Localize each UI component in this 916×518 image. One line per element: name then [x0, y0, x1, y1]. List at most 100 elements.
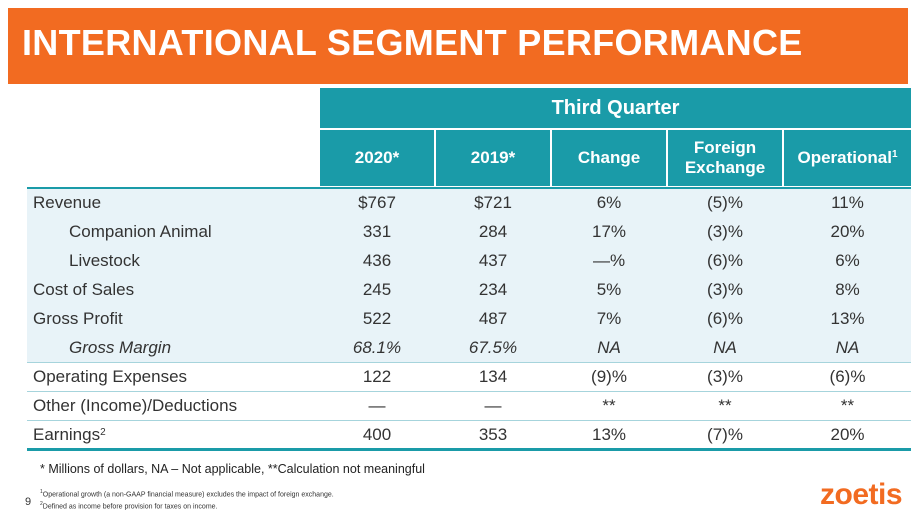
- table-cell: **: [602, 396, 616, 415]
- footnote-2-text: Defined as income before provision for t…: [42, 503, 218, 511]
- table-cell: 400: [362, 425, 392, 444]
- row-divider: [27, 390, 911, 392]
- table-cell: **: [840, 396, 855, 415]
- column-header-label: Foreign Exchange: [684, 138, 766, 177]
- group-header-third-quarter: Third Quarter: [320, 88, 911, 128]
- table-row: Revenue $767 $721 6% (5)% 11%: [27, 188, 911, 217]
- table-row: Cost of Sales 245 234 5% (3)% 8%: [27, 275, 911, 304]
- column-header-1: 2020*: [320, 130, 434, 186]
- table-cell: $767: [358, 193, 396, 212]
- title-banner: INTERNATIONAL SEGMENT PERFORMANCE: [8, 8, 908, 84]
- footnote-2: 2Defined as income before provision for …: [40, 501, 217, 510]
- table-cell: 20%: [830, 222, 865, 241]
- row-label-footnote-marker: 2: [100, 427, 106, 438]
- table-cell: 13%: [591, 425, 627, 444]
- table-cell: **: [718, 396, 732, 415]
- footnote-1: 1Operational growth (a non-GAAP financia…: [40, 489, 334, 498]
- table-row: Livestock 436 437 —% (6)% 6%: [27, 246, 911, 275]
- table-row: Operating Expenses 122 134 (9)% (3)% (6)%: [27, 362, 911, 391]
- row-label: Operating Expenses: [33, 362, 187, 391]
- row-label: Cost of Sales: [33, 275, 134, 304]
- row-label-text: Livestock: [69, 251, 140, 270]
- page-title: INTERNATIONAL SEGMENT PERFORMANCE: [22, 22, 803, 63]
- table-cell: (3)%: [707, 280, 743, 299]
- table-cell: 5%: [596, 280, 622, 299]
- table-cell: 353: [478, 425, 508, 444]
- footnote-1-text: Operational growth (a non-GAAP financial…: [42, 491, 334, 499]
- row-label: Livestock: [69, 246, 140, 275]
- column-header-label: 2020*: [354, 148, 400, 167]
- row-label-text: Cost of Sales: [33, 280, 135, 299]
- row-label: Gross Margin: [69, 333, 171, 362]
- table-cell: 11%: [831, 193, 864, 212]
- row-divider: [27, 448, 911, 451]
- table-cell: (3)%: [707, 222, 743, 241]
- table-cell: NA: [597, 338, 621, 357]
- table-cell: 437: [478, 251, 508, 270]
- table-row: Gross Margin 68.1% 67.5% NA NA NA: [27, 333, 911, 362]
- table-cell: NA: [713, 338, 737, 357]
- column-header-label: 2019*: [470, 148, 516, 167]
- footnote-1-marker: 1: [40, 489, 43, 495]
- row-label-text: Companion Animal: [69, 222, 212, 241]
- row-label: Companion Animal: [69, 217, 212, 246]
- row-label-text: Operating Expenses: [33, 367, 188, 386]
- row-label-text: Gross Profit: [33, 309, 123, 328]
- table-cell: (6)%: [707, 251, 743, 270]
- table-cell: —%: [592, 251, 626, 270]
- table-cell: 20%: [830, 425, 865, 444]
- table-cell: 331: [362, 222, 392, 241]
- column-header-label: Operational: [797, 148, 892, 167]
- table-row: Earnings2 400 353 13% (7)% 20%: [27, 420, 911, 449]
- table-cell: 17%: [591, 222, 627, 241]
- table-cell: —: [368, 396, 386, 415]
- table-cell: (3)%: [707, 367, 743, 386]
- table-cell: 67.5%: [468, 338, 518, 357]
- row-label: Gross Profit: [33, 304, 123, 333]
- table-cell: 6%: [835, 251, 860, 270]
- table-cell: —: [484, 396, 502, 415]
- page-number: 9: [25, 496, 32, 508]
- row-label: Other (Income)/Deductions: [33, 391, 237, 420]
- table-cell: $721: [474, 193, 512, 212]
- table-row: Gross Profit 522 487 7% (6)% 13%: [27, 304, 911, 333]
- row-label-text: Gross Margin: [69, 338, 172, 357]
- table-cell: (5)%: [707, 193, 743, 212]
- column-header-4: Foreign Exchange: [668, 130, 782, 186]
- table-cell: 68.1%: [352, 338, 402, 357]
- table-cell: 8%: [835, 280, 860, 299]
- table-cell: (6)%: [707, 309, 743, 328]
- row-label: Earnings2: [33, 420, 106, 449]
- table-cell: 436: [362, 251, 392, 270]
- table-cell: 122: [362, 367, 392, 386]
- table-top-border: [27, 187, 911, 189]
- table-cell: 234: [478, 280, 508, 299]
- zoetis-logo: zoetis: [820, 478, 903, 511]
- row-divider: [27, 419, 911, 421]
- row-divider: [27, 361, 911, 363]
- row-label-text: Other (Income)/Deductions: [33, 396, 238, 415]
- table-cell: 134: [478, 367, 508, 386]
- table-cell: 7%: [596, 309, 622, 328]
- table-cell: 284: [478, 222, 508, 241]
- table-row: Other (Income)/Deductions — — ** ** **: [27, 391, 911, 420]
- column-header-label: Change: [577, 148, 641, 167]
- table-row: Companion Animal 331 284 17% (3)% 20%: [27, 217, 911, 246]
- table-cell: 487: [478, 309, 508, 328]
- row-label: Revenue: [33, 188, 101, 217]
- table-cell: 6%: [596, 193, 622, 212]
- column-header-5: Operational 1: [784, 130, 911, 186]
- column-header-2: 2019*: [436, 130, 550, 186]
- row-label-text: Earnings: [33, 425, 101, 444]
- table-note: * Millions of dollars, NA – Not applicab…: [40, 462, 425, 476]
- table-cell: NA: [835, 338, 860, 357]
- table-cell: 13%: [830, 309, 865, 328]
- table-cell: 245: [362, 280, 392, 299]
- table-cell: (6)%: [829, 367, 866, 386]
- column-header-footnote-marker: 1: [891, 149, 898, 160]
- table-cell: (9)%: [591, 367, 627, 386]
- table-cell: (7)%: [707, 425, 743, 444]
- footnote-2-marker: 2: [40, 501, 43, 507]
- row-label-text: Revenue: [33, 193, 102, 212]
- column-header-3: Change: [552, 130, 666, 186]
